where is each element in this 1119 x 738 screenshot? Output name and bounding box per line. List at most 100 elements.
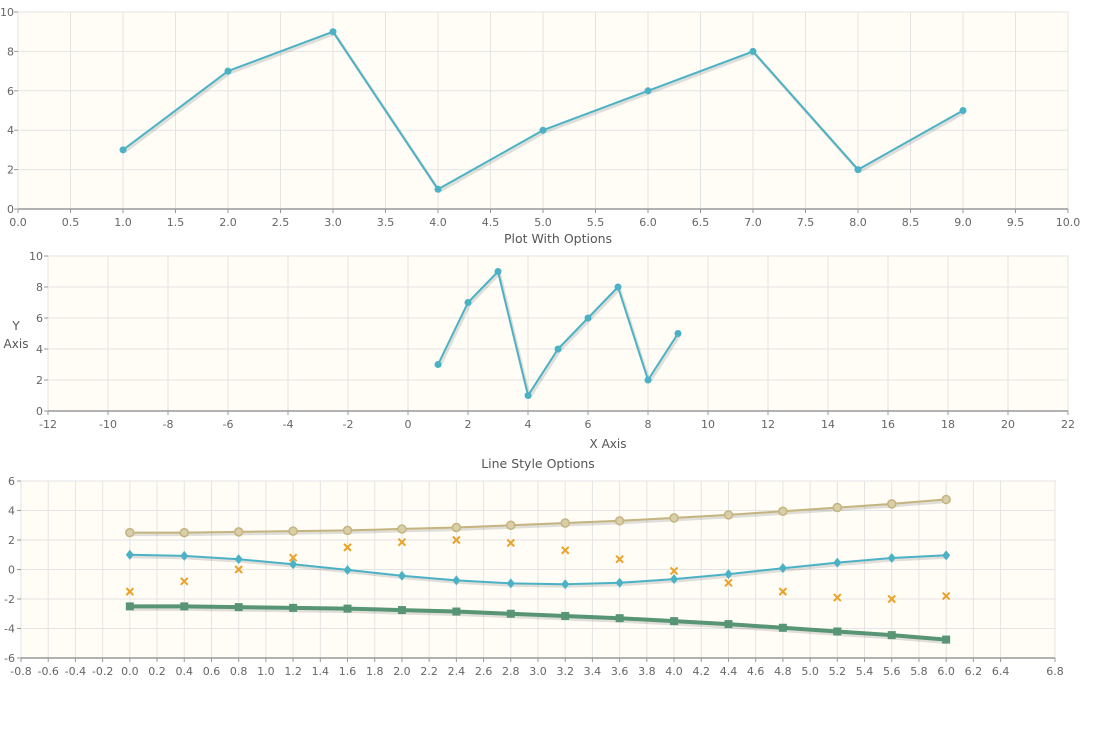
x-tick-label: 9.0 [954,216,972,229]
x-tick-label: 3.0 [324,216,342,229]
series-sine-x-points [125,535,951,604]
data-point [179,527,190,538]
data-point [644,376,652,384]
series-line [129,553,947,586]
data-point [615,614,624,623]
x-tick-label: 5.0 [801,665,819,678]
data-point [224,67,232,75]
y-tick-label: 0 [36,405,43,418]
x-tick-label: -2 [343,418,354,431]
data-point [724,620,733,629]
data-point [887,594,896,604]
x-tick-label: 4.5 [482,216,500,229]
y-tick-label: 2 [36,374,43,387]
data-point [119,146,127,154]
x-tick-label: 3.4 [584,665,602,678]
data-point [451,522,462,533]
data-point [434,185,442,193]
data-point [941,494,951,505]
x-tick-label: 2.8 [502,665,520,678]
y-tick-label: -4 [4,623,15,636]
x-tick-label: -10 [99,418,117,431]
data-point [234,565,243,574]
y-tick-label: 0 [7,203,14,216]
data-point [397,538,407,547]
x-tick-label: 4.4 [720,665,738,678]
x-tick-label: 1.8 [366,665,384,678]
x-tick-label: 3.0 [529,665,547,678]
data-point [343,543,352,552]
series-upper-circle-line [125,494,951,538]
data-point [614,283,622,291]
data-point [614,516,625,526]
y-tick-label: 6 [7,85,14,98]
x-tick-label: -6 [223,418,234,431]
series-lower-square-line [125,602,951,645]
x-tick-label: 1.2 [284,665,302,678]
y-tick-label: 2 [7,164,14,177]
data-point [452,535,461,545]
x-tick-label: 8 [645,418,652,431]
x-tick-label: 6.2 [965,665,983,678]
x-tick-label: -0.8 [10,665,31,678]
data-point [674,330,682,337]
x-tick-label: 7.5 [797,216,815,229]
x-axis-label: X Axis [590,437,627,451]
y-tick-label: 10 [29,250,43,263]
series-line [129,498,947,534]
data-point [234,603,243,612]
x-tick-label: 0.4 [176,665,194,678]
x-tick-label: 2 [465,418,472,431]
data-point [778,563,787,574]
x-tick-label: 1.0 [257,665,275,678]
x-tick-label: 6 [585,418,592,431]
data-point [524,392,532,399]
series-series-1 [434,268,682,399]
y-tick-label: 8 [7,45,14,58]
data-point [561,579,570,590]
data-point [833,593,842,602]
x-tick-label: 1.5 [167,216,185,229]
y-tick-label: 4 [7,124,14,137]
data-point [289,559,298,570]
data-point [669,513,679,523]
x-tick-label: 16 [881,418,895,431]
chart-title: Plot With Options [504,231,612,246]
data-point [615,554,624,564]
x-tick-label: 0.0 [121,665,139,678]
x-tick-label: 2.2 [420,665,438,678]
x-tick-label: 5.6 [883,665,901,678]
x-tick-label: 5.4 [856,665,874,678]
data-point [125,549,134,560]
data-point [778,506,788,516]
x-tick-label: 6.8 [1046,665,1064,678]
x-tick-label: 2.0 [393,665,411,678]
x-tick-label: 3.6 [611,665,629,678]
data-point [959,107,967,114]
x-tick-label: 0.0 [9,216,27,229]
data-point [506,609,515,618]
data-point [554,345,562,353]
y-tick-label: 10 [0,6,14,19]
x-tick-label: 3.5 [377,216,395,229]
data-point [180,602,189,611]
data-point [942,635,951,644]
x-tick-label: 2.4 [448,665,466,678]
x-tick-label: 6.0 [937,665,955,678]
data-point [125,527,135,538]
series-line-shadow [131,555,948,588]
x-tick-label: 12 [761,418,775,431]
chart-1: 0.0 0.5 1.0 1.5 2.0 2.5 3.0 3.5 4.0 4.5 5.0 5.5 6.0 6… [0,6,1080,229]
x-tick-label: -0.6 [37,665,58,678]
x-tick-label: 0.8 [230,665,248,678]
data-point [397,606,406,615]
data-point [887,631,896,640]
data-point [886,499,897,509]
x-tick-label: 0.5 [62,216,80,229]
data-point [560,518,570,528]
x-tick-label: 5.5 [587,216,605,229]
x-tick-label: 5.8 [910,665,928,678]
x-tick-label: 14 [821,418,835,431]
